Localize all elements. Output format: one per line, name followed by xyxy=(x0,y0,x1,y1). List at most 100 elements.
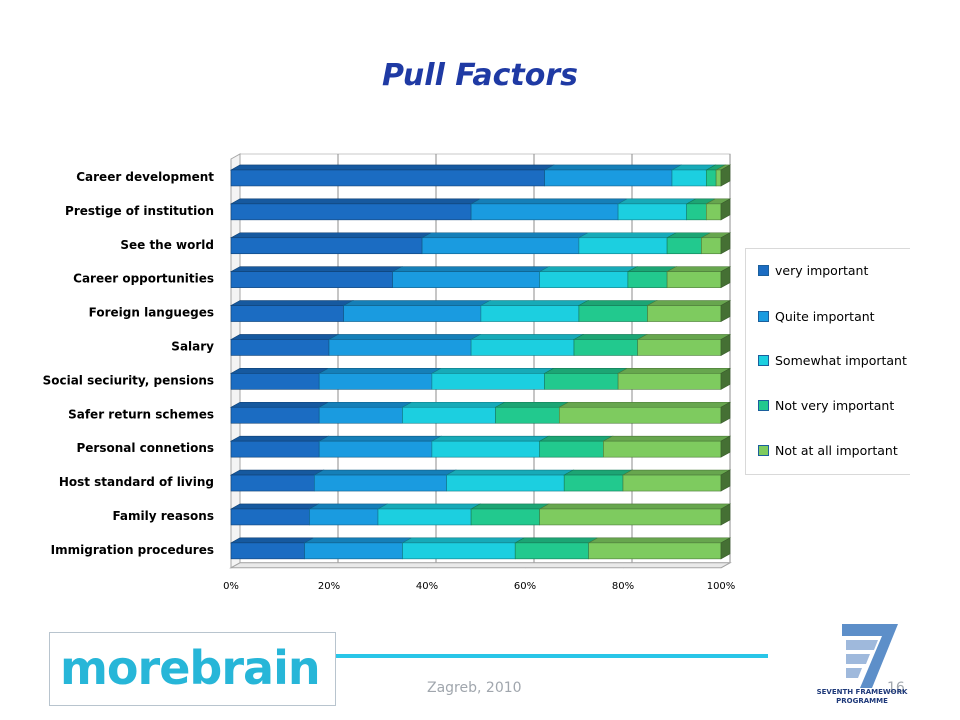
bar-segment-top xyxy=(563,469,634,476)
legend-swatch-very-important xyxy=(758,265,769,276)
bar-segment xyxy=(230,474,315,492)
bar-segment-top xyxy=(469,334,585,340)
stacked-bar-chart: Career development Prestige of institutio… xyxy=(43,153,735,592)
bar-segment xyxy=(637,339,722,356)
fp7-seven-icon xyxy=(842,624,898,688)
bar-segment xyxy=(431,440,540,458)
bar-segment xyxy=(309,508,379,526)
bar-segment-top xyxy=(303,537,413,544)
page-number: 16 xyxy=(887,680,905,696)
bar-segment-top xyxy=(646,300,732,306)
bar-segment xyxy=(578,237,668,255)
bar-segment-top xyxy=(538,503,732,510)
x-tick-label: 40% xyxy=(416,581,438,592)
bar-segment-top xyxy=(665,266,732,272)
legend-label: Not very important xyxy=(775,398,895,413)
bar-segment-top xyxy=(420,232,590,239)
bar-segment-top xyxy=(229,164,555,171)
bar-segment xyxy=(686,203,707,221)
bar-segment-top xyxy=(318,401,413,408)
category-label: Host standard of living xyxy=(59,475,214,489)
bar-segment xyxy=(539,271,629,288)
bar-end-face xyxy=(720,198,731,221)
x-tick-label: 80% xyxy=(612,581,634,592)
bar-segment-top xyxy=(577,300,658,306)
bar-segment xyxy=(304,542,403,560)
bar-segment-top xyxy=(538,435,614,442)
x-tick-label: 60% xyxy=(514,581,536,592)
bar-segment xyxy=(402,542,516,560)
bar-segment xyxy=(230,169,545,187)
bar-segment xyxy=(666,237,702,255)
bar-segment xyxy=(230,440,320,458)
bar-segment xyxy=(230,508,310,526)
morebrain-logo: morebrain xyxy=(49,632,336,706)
bar-segment xyxy=(544,373,619,390)
bar-segment-top xyxy=(445,469,575,476)
bar-segment-top xyxy=(229,266,403,272)
bar-segment xyxy=(402,406,496,424)
bar-segment xyxy=(318,406,403,424)
morebrain-logo-text: morebrain xyxy=(60,641,321,695)
bar-end-face xyxy=(720,537,731,560)
bar-segment-top xyxy=(229,232,433,239)
bar-segment xyxy=(558,406,722,424)
slide-title: Pull Factors xyxy=(382,58,578,93)
bar-segment-top xyxy=(577,232,678,239)
bar-segment xyxy=(377,508,472,526)
bar-segment xyxy=(666,271,722,288)
bar-segment-top xyxy=(514,537,599,544)
bar-segment-top xyxy=(229,198,482,205)
bar-end-face xyxy=(720,300,731,323)
fp7-line1: SEVENTH FRAMEWORK xyxy=(817,688,908,696)
bar-segment-top xyxy=(229,503,320,510)
bar-segment xyxy=(544,169,673,187)
bar-segment xyxy=(701,237,722,255)
bar-segment-top xyxy=(229,300,354,306)
legend-item-not-at-all-important: Not at all important xyxy=(758,443,898,458)
bar-segment-top xyxy=(313,469,457,476)
bar-end-face xyxy=(720,266,731,289)
category-label: Foreign langueges xyxy=(89,306,214,320)
bar-segment-top xyxy=(229,435,330,442)
bar-segment-top xyxy=(602,435,732,442)
bar-segment-top xyxy=(479,300,590,306)
category-label: Career development xyxy=(76,170,214,184)
bar-segment xyxy=(392,271,541,288)
legend-label: very important xyxy=(775,263,869,278)
bar-segment-top xyxy=(616,198,697,205)
bar-segment xyxy=(622,474,722,492)
bar-segment-top xyxy=(342,300,492,306)
bar-segment-top xyxy=(636,334,732,340)
bar-segment-top xyxy=(430,435,550,442)
bar-end-face xyxy=(720,367,731,390)
bar-segment xyxy=(470,339,575,356)
legend-label: Quite important xyxy=(775,309,875,324)
bar-segment xyxy=(671,169,707,187)
bar-segment xyxy=(495,406,560,424)
bar-segment xyxy=(578,305,648,322)
footer-divider xyxy=(336,654,768,658)
bar-segment-top xyxy=(616,368,732,374)
bar-end-face xyxy=(720,232,731,255)
bar-segment xyxy=(230,271,393,288)
bar-segment xyxy=(230,339,330,356)
bar-segment-top xyxy=(572,334,648,340)
bar-segment-top xyxy=(430,368,555,374)
bar-end-face xyxy=(720,503,731,526)
bar-end-face xyxy=(720,401,731,424)
bar-segment xyxy=(539,440,604,458)
bar-segment-top xyxy=(621,469,732,476)
bar-segment xyxy=(446,474,565,492)
bar-segment xyxy=(514,542,590,560)
bar-segment xyxy=(539,508,722,526)
bar-segment xyxy=(588,542,722,560)
bar-segment xyxy=(230,305,344,322)
bar-segment-top xyxy=(229,469,325,476)
bar-segment xyxy=(563,474,624,492)
plot-back-wall xyxy=(239,153,731,564)
category-label: Safer return schemes xyxy=(68,407,214,421)
category-label: Prestige of institution xyxy=(65,204,214,218)
bar-segment xyxy=(318,440,433,458)
fp7-line2: PROGRAMME xyxy=(836,697,888,705)
